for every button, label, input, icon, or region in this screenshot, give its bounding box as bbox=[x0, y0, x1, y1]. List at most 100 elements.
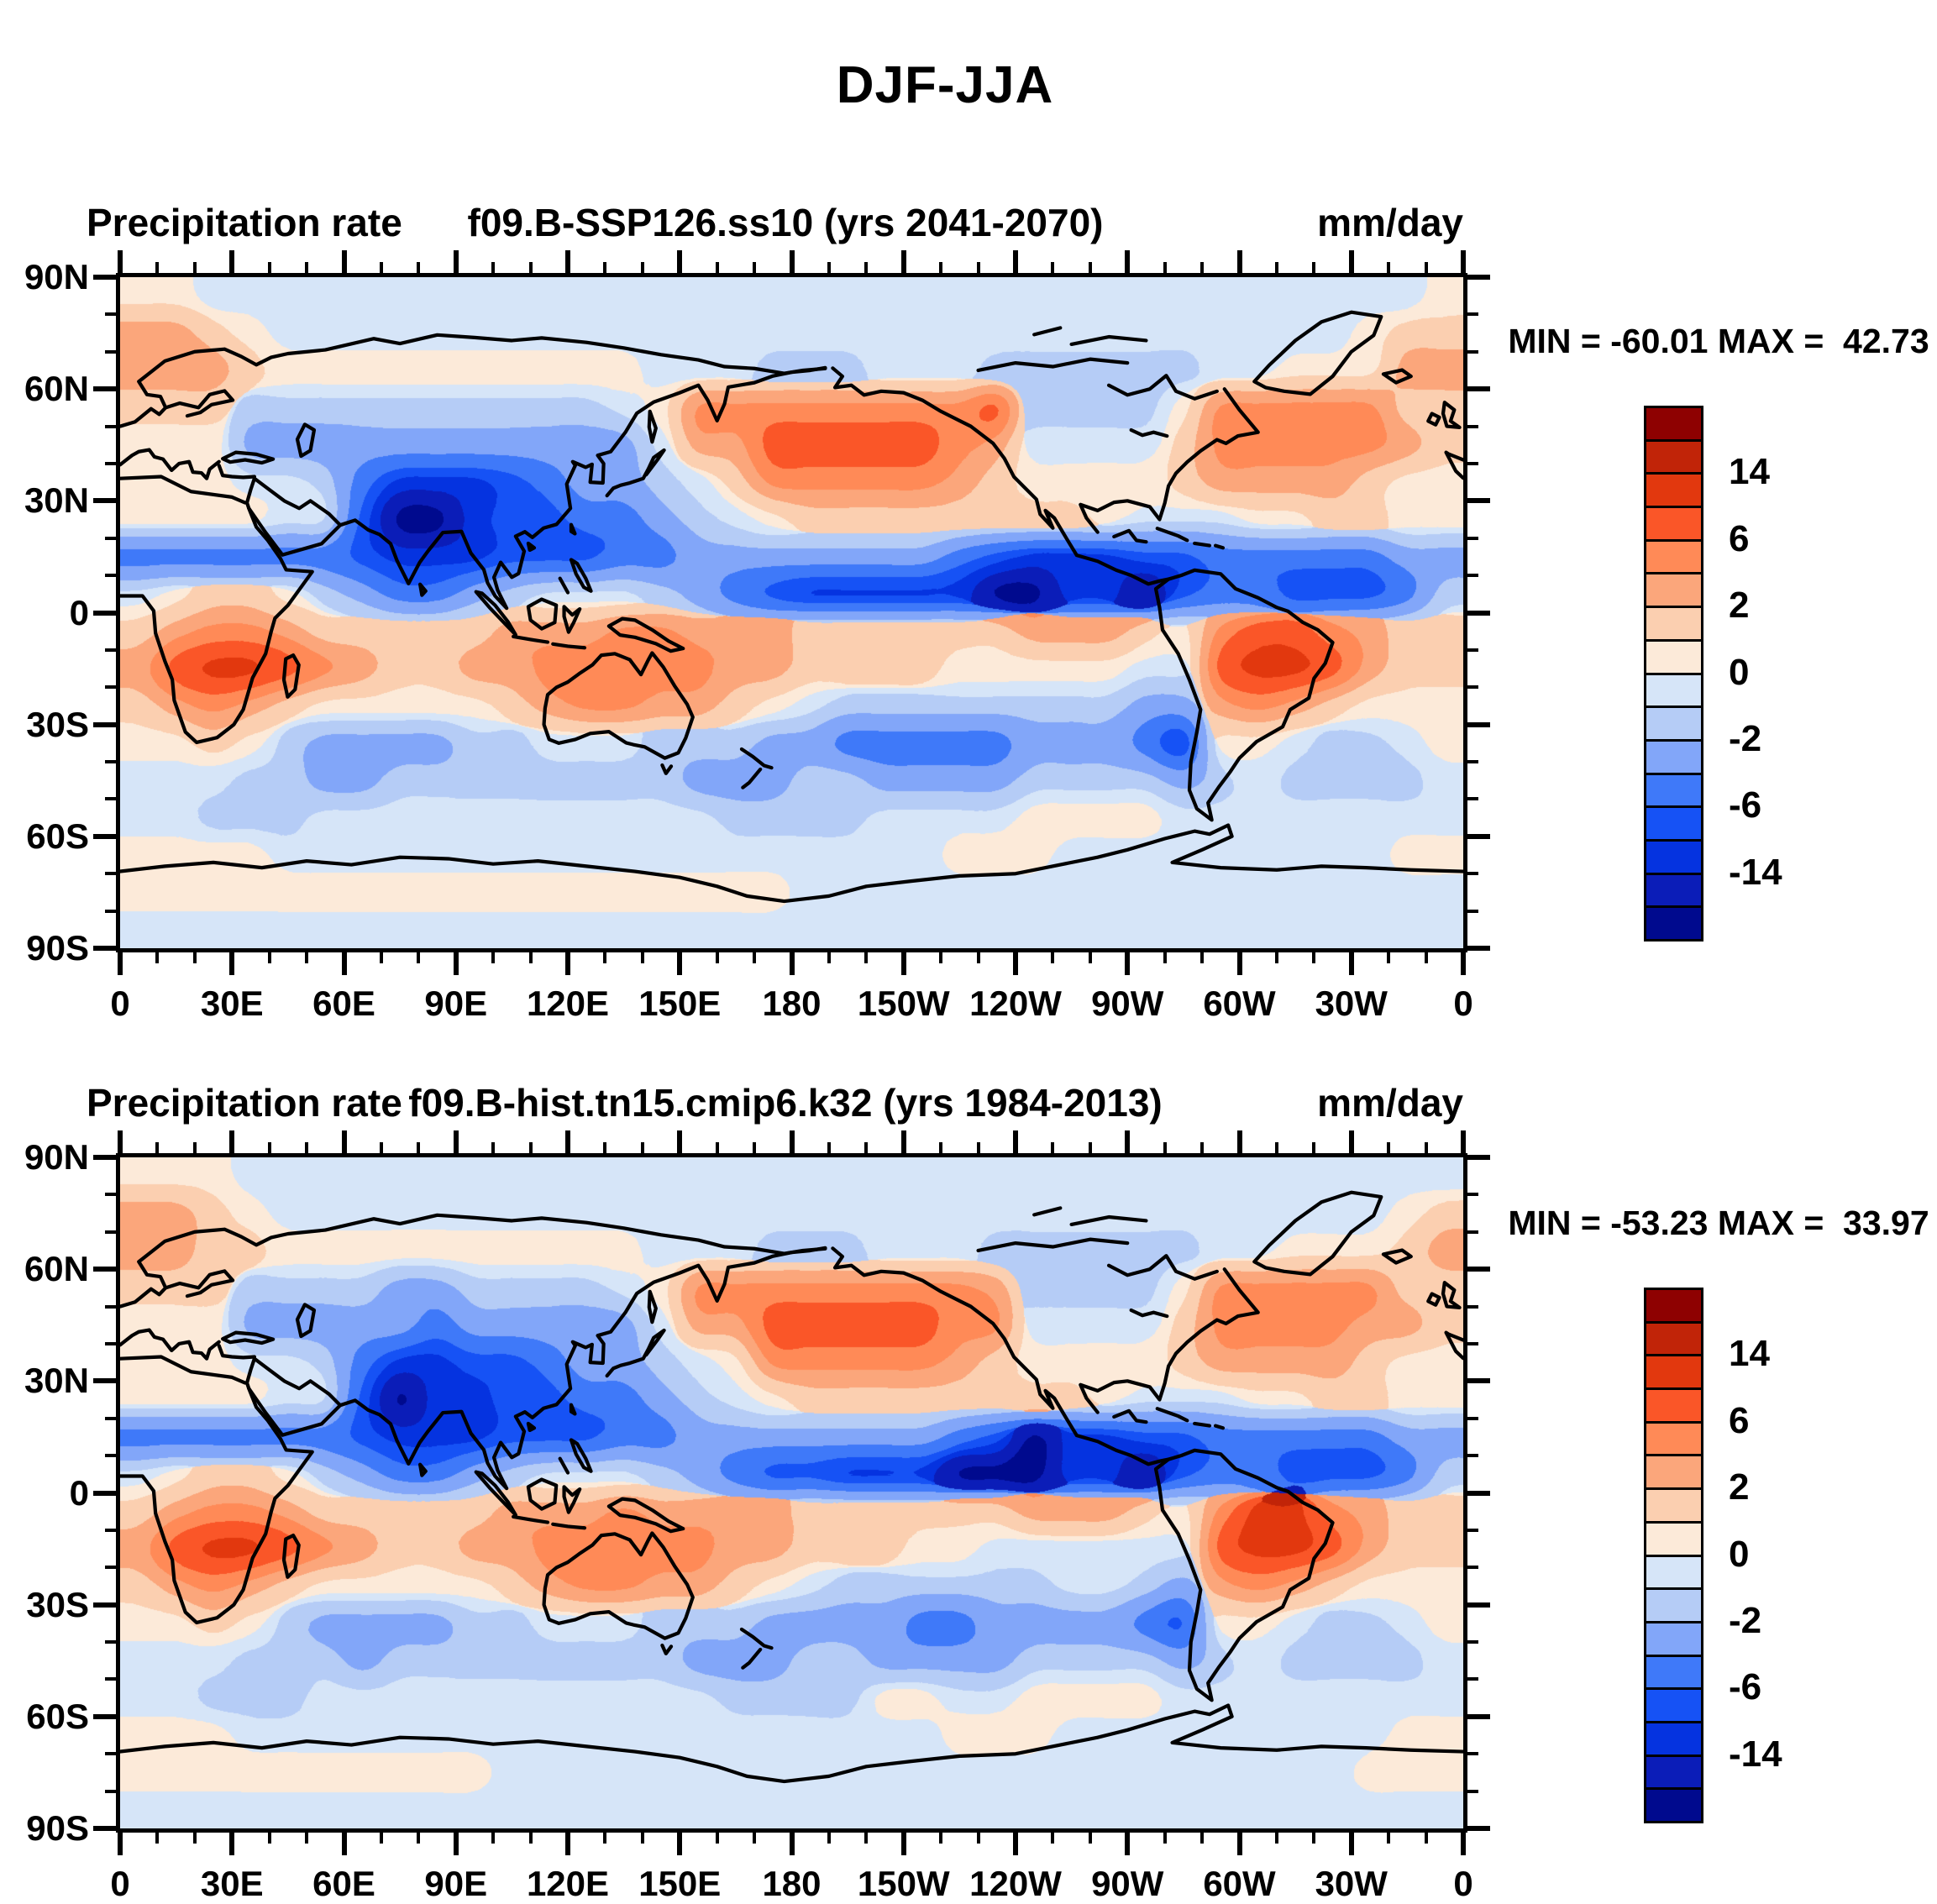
lon-tick bbox=[1312, 262, 1316, 273]
lat-tick bbox=[1467, 1713, 1490, 1719]
lat-axis-label: 30N bbox=[24, 1361, 89, 1401]
colorbar-segment bbox=[1644, 606, 1703, 642]
lon-tick bbox=[267, 262, 271, 273]
lon-axis-label: 30W bbox=[1315, 983, 1388, 1023]
lat-axis-label: 60N bbox=[24, 369, 89, 409]
lon-axis-label: 120E bbox=[526, 983, 610, 1023]
lon-tick bbox=[900, 1130, 906, 1153]
colorbar-segment bbox=[1644, 1320, 1703, 1357]
lon-tick bbox=[789, 1130, 795, 1153]
lon-axis-label: 0 bbox=[1453, 983, 1473, 1023]
colorbar-segment bbox=[1644, 572, 1703, 609]
lon-tick bbox=[976, 952, 980, 963]
lon-tick bbox=[1274, 262, 1278, 273]
lon-tick bbox=[1013, 1833, 1018, 1855]
lon-tick bbox=[677, 1130, 683, 1153]
lon-tick bbox=[976, 1142, 980, 1153]
lon-axis-label: 120W bbox=[969, 1864, 1062, 1903]
colorbar-segment bbox=[1644, 1754, 1703, 1791]
lon-tick bbox=[1461, 1833, 1466, 1855]
lon-tick bbox=[379, 1142, 383, 1153]
colorbar-segment bbox=[1644, 472, 1703, 509]
lon-tick bbox=[1312, 1142, 1316, 1153]
lon-tick bbox=[1461, 250, 1466, 273]
lon-tick bbox=[640, 262, 644, 273]
lat-tick bbox=[93, 1826, 116, 1831]
colorbar-segment bbox=[1644, 1554, 1703, 1591]
lon-tick bbox=[528, 1142, 533, 1153]
lon-tick bbox=[715, 952, 719, 963]
lon-tick bbox=[1088, 952, 1092, 963]
lon-tick bbox=[1088, 1833, 1092, 1844]
lon-tick bbox=[1387, 262, 1391, 273]
lat-tick bbox=[105, 685, 116, 690]
lat-tick bbox=[93, 1267, 116, 1272]
lon-tick bbox=[939, 1142, 943, 1153]
lon-tick bbox=[192, 262, 197, 273]
lon-tick bbox=[305, 1833, 309, 1844]
lon-tick bbox=[1163, 952, 1167, 963]
lon-tick bbox=[155, 262, 160, 273]
colorbar-segment bbox=[1644, 1387, 1703, 1424]
lon-axis-label: 180 bbox=[762, 983, 822, 1023]
lat-tick bbox=[105, 909, 116, 913]
lon-tick bbox=[1387, 1833, 1391, 1844]
lat-tick bbox=[105, 1752, 116, 1756]
lon-tick bbox=[753, 952, 757, 963]
lon-tick bbox=[1461, 952, 1466, 975]
lon-tick bbox=[118, 1833, 123, 1855]
lon-axis-label: 90W bbox=[1091, 1864, 1164, 1903]
lon-tick bbox=[864, 1833, 869, 1844]
lat-tick bbox=[105, 312, 116, 317]
panel2-center-title: f09.B-hist.tn15.cmip6.k32 (yrs 1984-2013… bbox=[408, 1081, 1163, 1125]
lon-axis-label: 30E bbox=[200, 1864, 264, 1903]
lat-axis-label: 30S bbox=[26, 704, 89, 744]
lon-tick bbox=[1424, 1142, 1428, 1153]
lat-tick bbox=[1467, 498, 1490, 504]
lon-axis-label: 90E bbox=[424, 983, 488, 1023]
colorbar-segment bbox=[1644, 1587, 1703, 1623]
lon-tick bbox=[118, 250, 123, 273]
lat-tick bbox=[1467, 424, 1478, 428]
lat-tick bbox=[105, 1677, 116, 1681]
lon-tick bbox=[939, 262, 943, 273]
lat-tick bbox=[105, 648, 116, 652]
panel2-map bbox=[116, 1153, 1467, 1833]
lon-tick bbox=[715, 1142, 719, 1153]
colorbar-segment bbox=[1644, 1787, 1703, 1824]
lat-tick bbox=[105, 1640, 116, 1644]
lat-tick bbox=[1467, 872, 1478, 876]
lat-tick bbox=[1467, 1155, 1490, 1160]
lon-tick bbox=[864, 262, 869, 273]
colorbar-tick-label: -2 bbox=[1729, 1599, 1762, 1641]
lon-tick bbox=[417, 262, 421, 273]
lon-tick bbox=[341, 1130, 347, 1153]
lat-tick bbox=[105, 424, 116, 428]
lat-tick bbox=[105, 1304, 116, 1309]
lon-tick bbox=[379, 262, 383, 273]
lat-tick bbox=[93, 1155, 116, 1160]
lon-tick bbox=[864, 1142, 869, 1153]
lon-tick bbox=[1236, 250, 1242, 273]
colorbar-segment bbox=[1644, 1720, 1703, 1757]
colorbar-segment bbox=[1644, 438, 1703, 475]
lat-tick bbox=[105, 1566, 116, 1570]
colorbar-segment bbox=[1644, 1420, 1703, 1457]
colorbar-tick-label: 0 bbox=[1729, 1533, 1750, 1575]
lat-tick bbox=[105, 349, 116, 354]
lon-tick bbox=[900, 952, 906, 975]
lat-tick bbox=[105, 574, 116, 578]
lat-tick bbox=[1467, 648, 1478, 652]
lon-tick bbox=[565, 250, 570, 273]
colorbar-segment bbox=[1644, 1654, 1703, 1691]
lon-tick bbox=[118, 952, 123, 975]
lon-tick bbox=[305, 262, 309, 273]
lat-tick bbox=[1467, 610, 1490, 616]
lon-tick bbox=[715, 262, 719, 273]
colorbar-segment bbox=[1644, 805, 1703, 842]
lon-axis-label: 60E bbox=[312, 983, 375, 1023]
lat-tick bbox=[105, 1193, 116, 1197]
lat-tick bbox=[1467, 349, 1478, 354]
lat-tick bbox=[1467, 1267, 1490, 1272]
lat-tick bbox=[1467, 1826, 1490, 1831]
